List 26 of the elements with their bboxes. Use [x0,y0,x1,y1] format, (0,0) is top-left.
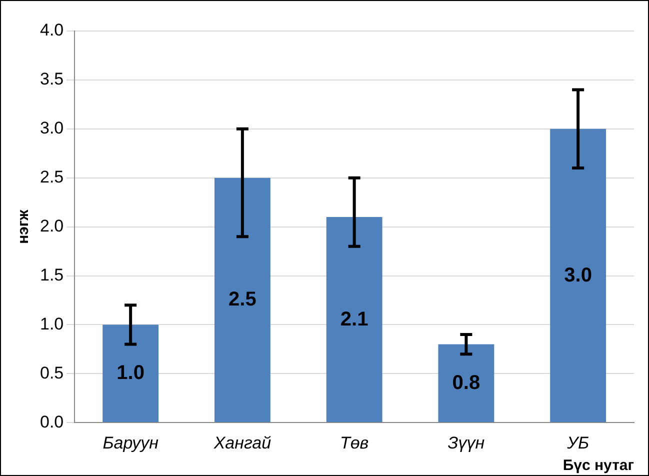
y-tick-label: 2.0 [40,216,64,236]
x-tick-label: Зүүн [448,434,486,453]
y-axis-title: нэгж [15,209,32,244]
data-label: 3.0 [564,264,592,286]
x-axis-title: Бүс нутаг [562,457,634,474]
data-label: 2.1 [340,308,368,330]
y-tick-label: 1.5 [40,265,64,284]
y-tick-label: 4.0 [40,20,64,40]
y-tick-label: 0.5 [40,363,64,382]
y-tick-label: 3.0 [40,118,64,138]
data-label: 2.5 [228,288,256,311]
bar [102,324,159,422]
y-tick-label: 0.0 [40,412,64,432]
bar [550,128,606,422]
x-tick-label: Баруун [102,434,160,453]
bar [214,178,270,422]
y-tick-label: 2.5 [40,168,64,187]
bar [326,217,382,422]
bar [438,344,494,422]
x-tick-label: УБ [566,434,590,453]
x-tick-label: Хангай [212,434,272,453]
y-tick-label: 1.0 [40,314,64,334]
data-label: 0.8 [452,372,480,394]
data-label: 1.0 [116,362,144,384]
y-tick-label: 3.5 [40,70,64,89]
x-tick-label: Төв [340,434,369,453]
